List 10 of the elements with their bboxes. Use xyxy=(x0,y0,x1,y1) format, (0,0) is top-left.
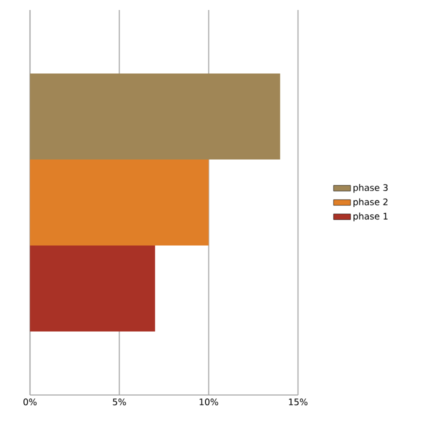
x-tick-label: 0% xyxy=(23,398,37,406)
legend-label: phase 3 xyxy=(354,184,388,193)
bar xyxy=(30,245,156,332)
legend-label: phase 2 xyxy=(354,198,388,208)
x-tick-label: 10% xyxy=(200,398,218,406)
x-tick-label: 15% xyxy=(289,398,308,406)
x-tick-label: 5% xyxy=(112,398,126,406)
legend-label: phase 1 xyxy=(354,212,388,222)
bar xyxy=(30,159,209,246)
bar xyxy=(30,73,280,160)
